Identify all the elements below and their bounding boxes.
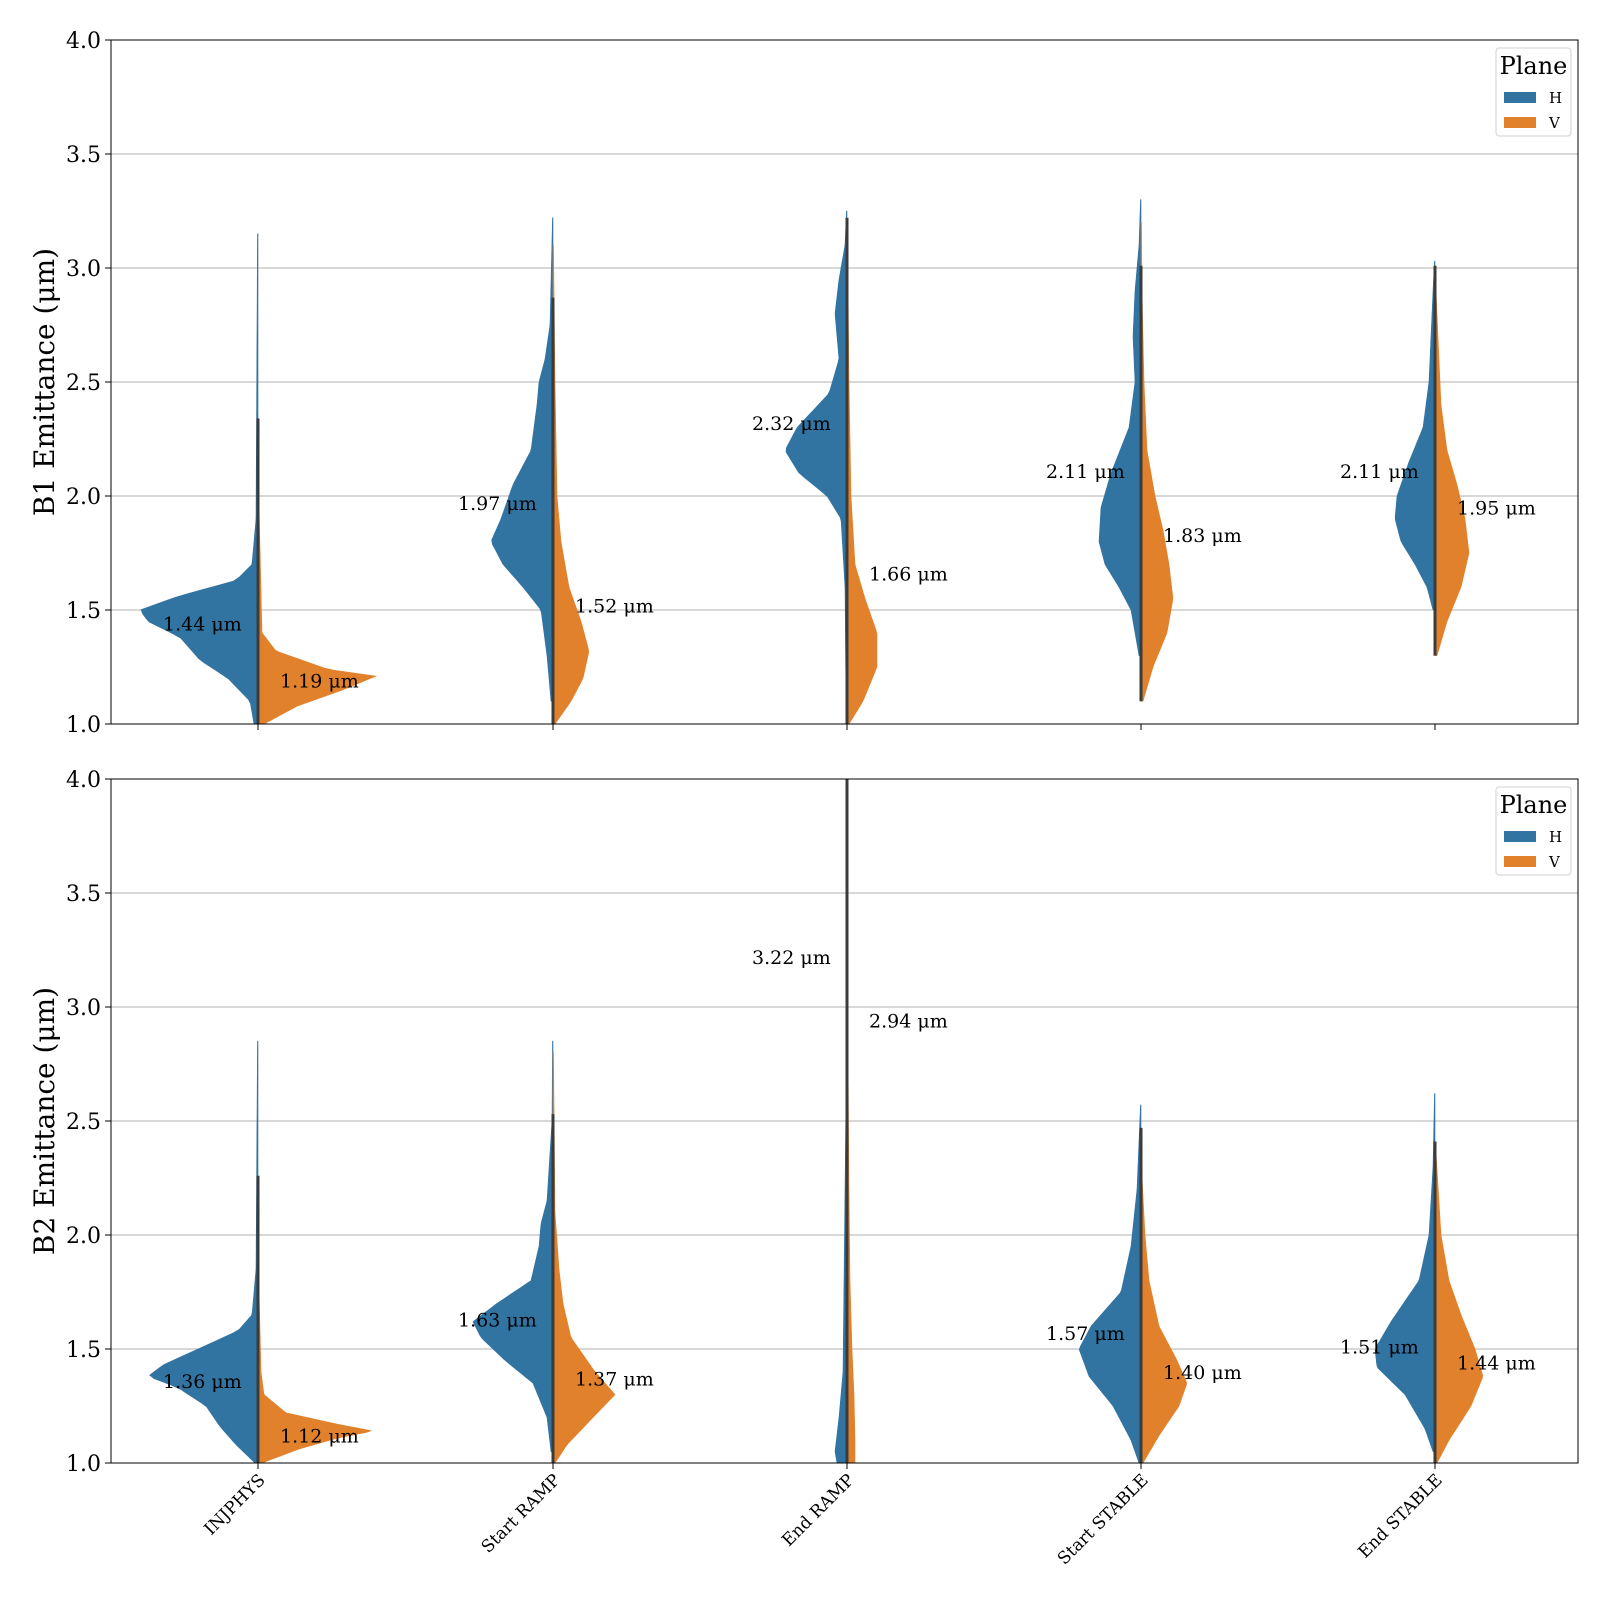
y-tick-label: 3.5 (66, 143, 101, 168)
legend-title: Plane (1500, 791, 1568, 819)
median-annotation-h: 2.11 μm (1340, 461, 1419, 483)
median-annotation-h: 1.97 μm (458, 493, 537, 515)
legend-swatch-h (1504, 92, 1536, 103)
panel-b1: 1.0 1.5 2.0 2.5 3.0 3.5 4.0 1.44 μm 1.97 μm 2.32 … (28, 29, 1579, 738)
y-tick-label: 3.5 (66, 882, 101, 907)
y-tick-label: 4.0 (66, 29, 101, 54)
median-annotation-h: 3.22 μm (752, 947, 831, 969)
median-annotation-v: 1.40 μm (1163, 1362, 1242, 1384)
violin-v-start-stable (1140, 222, 1174, 702)
panel-b2: 1.0 1.5 2.0 2.5 3.0 3.5 4.0 1.36 μm 1.63 μm 3.22 … (28, 768, 1579, 1569)
violin-h-injphys (140, 233, 259, 724)
median-annotation-h: 1.51 μm (1340, 1337, 1419, 1359)
legend-title: Plane (1500, 52, 1568, 80)
median-annotation-v: 1.52 μm (575, 595, 654, 617)
legend-label-v: V (1548, 114, 1561, 132)
x-category-label: Start RAMP (478, 1470, 565, 1557)
y-tick-label: 4.0 (66, 768, 101, 793)
violin-h-injphys (149, 1040, 259, 1463)
median-annotation-h: 1.36 μm (163, 1371, 242, 1393)
axes-frame (110, 778, 1579, 1464)
violin-h-start-ramp (472, 1040, 554, 1452)
violin-h-end-stable (1394, 260, 1436, 611)
median-annotation-h: 2.11 μm (1046, 461, 1125, 483)
violin-h-start-ramp (491, 217, 554, 702)
x-category-label: Start STABLE (1054, 1470, 1153, 1569)
legend-swatch-h (1504, 831, 1536, 842)
y-tick-label: 1.0 (66, 1452, 101, 1477)
median-annotation-v: 2.94 μm (869, 1011, 948, 1033)
y-axis-label: B1 Emittance (μm) (28, 248, 61, 516)
median-annotation-v: 1.12 μm (280, 1426, 359, 1448)
median-annotation-v: 1.37 μm (575, 1369, 654, 1391)
violin-v-end-ramp (846, 233, 878, 724)
x-category-label: INJPHYS (201, 1470, 270, 1539)
y-tick-label: 2.0 (66, 485, 101, 510)
violin-h-start-stable (1098, 199, 1142, 656)
y-tick-label: 2.5 (66, 371, 101, 396)
violin-v-start-ramp (552, 1052, 616, 1463)
y-tick-label: 1.5 (66, 1338, 101, 1363)
y-tick-label: 3.0 (66, 996, 101, 1021)
x-category-label: End STABLE (1354, 1470, 1446, 1562)
median-annotation-h: 1.57 μm (1046, 1323, 1125, 1345)
legend-swatch-v (1504, 856, 1536, 867)
violin-v-start-ramp (552, 244, 590, 724)
violin-h-start-stable (1078, 1104, 1142, 1463)
median-annotation-v: 1.83 μm (1163, 525, 1242, 547)
median-annotation-v: 1.66 μm (869, 564, 948, 586)
median-annotation-h: 1.63 μm (458, 1309, 537, 1331)
x-category-label: End RAMP (778, 1470, 858, 1550)
y-tick-label: 1.5 (66, 599, 101, 624)
violin-v-start-stable (1140, 1166, 1188, 1463)
violin-h-end-stable (1374, 1093, 1436, 1452)
violin-h-end-ramp (785, 210, 848, 702)
legend-swatch-v (1504, 117, 1536, 128)
median-annotation-h: 2.32 μm (752, 413, 831, 435)
legend-label-h: H (1549, 828, 1562, 846)
y-tick-label: 3.0 (66, 257, 101, 282)
median-annotation-v: 1.95 μm (1457, 497, 1536, 519)
legend-label-h: H (1549, 89, 1562, 107)
violin-v-end-stable (1434, 290, 1470, 656)
violin-v-end-stable (1434, 1143, 1483, 1463)
median-annotation-v: 1.44 μm (1457, 1353, 1536, 1375)
legend-label-v: V (1548, 853, 1561, 871)
axes-frame (110, 39, 1579, 725)
y-axis-label: B2 Emittance (μm) (28, 987, 61, 1255)
y-tick-label: 1.0 (66, 713, 101, 738)
median-annotation-v: 1.19 μm (280, 671, 359, 693)
y-tick-label: 2.0 (66, 1224, 101, 1249)
median-annotation-h: 1.44 μm (163, 614, 242, 636)
y-tick-label: 2.5 (66, 1110, 101, 1135)
